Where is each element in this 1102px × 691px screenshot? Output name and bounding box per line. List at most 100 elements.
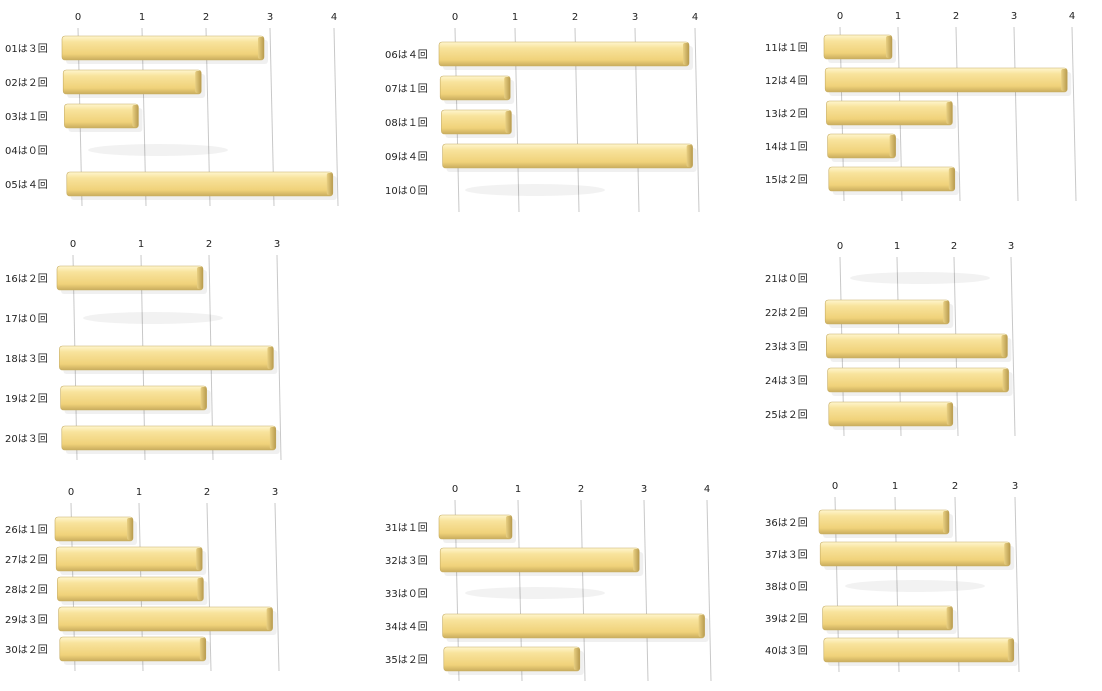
category-label: 15は２回 [765, 174, 808, 186]
bar [823, 34, 893, 60]
category-label: 01は３回 [5, 43, 48, 55]
category-label: 33は０回 [385, 588, 428, 600]
gridline [580, 499, 586, 682]
bar [54, 516, 134, 542]
x-tick-label: 3 [1012, 481, 1018, 492]
bar-end-cap [1002, 369, 1009, 391]
bar [59, 636, 207, 662]
gridline [1071, 26, 1077, 202]
bar-end-cap [946, 607, 953, 629]
bar [443, 646, 581, 672]
bar [828, 166, 956, 192]
bar-end-cap [506, 516, 512, 538]
bar [826, 100, 953, 126]
category-label: 14は１回 [765, 141, 808, 153]
gridline [274, 502, 280, 672]
gridline [1010, 256, 1016, 437]
bar-end-cap [633, 549, 640, 571]
x-tick-label: 0 [837, 11, 843, 22]
x-tick-label: 1 [139, 12, 145, 23]
empty-bar-shadow [88, 144, 228, 156]
category-label: 16は２回 [5, 273, 48, 285]
x-tick-label: 0 [68, 487, 74, 498]
bar-end-cap [195, 71, 202, 93]
category-label: 04は０回 [5, 145, 48, 157]
bar [55, 546, 203, 572]
category-label: 08は１回 [385, 117, 428, 129]
x-tick-label: 3 [632, 12, 638, 23]
x-tick-label: 3 [267, 12, 273, 23]
category-label: 40は３回 [765, 645, 808, 657]
category-label: 13は２回 [765, 108, 808, 120]
bar [61, 35, 265, 61]
bar-end-cap [266, 608, 273, 630]
x-tick-label: 3 [272, 487, 278, 498]
bar-end-cap [943, 301, 950, 323]
chart-panel-8: 0 1 2 3 36は２回 37は３回 38は０回 39は２回 40は３回 [765, 481, 1020, 673]
bar-end-cap [943, 511, 949, 533]
bar [442, 613, 705, 639]
bar-end-cap [197, 578, 204, 600]
x-tick-label: 1 [512, 12, 518, 23]
bar [824, 299, 950, 325]
bar-end-cap [946, 102, 953, 124]
x-tick-label: 0 [70, 239, 76, 250]
x-tick-label: 3 [641, 484, 647, 495]
category-label: 23は３回 [765, 341, 808, 353]
bar [438, 41, 690, 67]
x-tick-label: 1 [895, 11, 901, 22]
x-tick-label: 0 [452, 12, 458, 23]
x-tick-label: 2 [952, 481, 958, 492]
chart-panel-3: 0 1 2 3 4 11は１回 12は４回 13は２回 14は１回 15は２回 [765, 11, 1077, 202]
category-label: 09は４回 [385, 151, 428, 163]
x-tick-label: 4 [692, 12, 698, 23]
chart-panel-4: 0 1 2 3 16は２回 17は０回 18は３回 19は２回 20は３回 [5, 239, 282, 461]
bar-end-cap [127, 518, 133, 540]
category-label: 25は２回 [765, 409, 808, 421]
bar [62, 69, 202, 95]
bar-end-cap [946, 403, 953, 425]
category-label: 02は２回 [5, 77, 48, 89]
x-tick-label: 1 [894, 241, 900, 252]
category-label: 22は２回 [765, 307, 808, 319]
bar [60, 385, 207, 411]
category-label: 34は４回 [385, 621, 428, 633]
category-label: 24は３回 [765, 375, 808, 387]
bar [61, 425, 277, 451]
bar [818, 509, 950, 535]
gridline [276, 254, 282, 461]
bar-end-cap [199, 638, 206, 660]
bar [58, 606, 273, 632]
x-tick-label: 2 [204, 487, 210, 498]
bar [826, 333, 1008, 359]
chart-panel-1: 0 1 2 3 4 01は３回 02は２回 03は１回 04は０回 05は４回 [5, 12, 339, 207]
bar-end-cap [326, 173, 333, 195]
x-tick-label: 3 [1011, 11, 1017, 22]
x-tick-label: 0 [837, 241, 843, 252]
chart-panel-7: 0 1 2 3 4 31は１回 32は３回 33は０回 34は４回 35は２回 [385, 484, 712, 682]
bar-end-cap [200, 387, 207, 409]
bar-end-cap [505, 111, 512, 133]
category-label: 31は１回 [385, 522, 428, 534]
category-label: 28は２回 [5, 584, 48, 596]
bar [438, 514, 513, 540]
empty-bar-shadow [465, 587, 605, 599]
x-tick-label: 3 [1008, 241, 1014, 252]
bar [57, 576, 204, 602]
category-label: 11は１回 [765, 42, 808, 54]
x-tick-label: 1 [136, 487, 142, 498]
bar-end-cap [196, 548, 203, 570]
x-tick-label: 4 [704, 484, 710, 495]
empty-bar-shadow [845, 580, 985, 592]
bar-end-cap [686, 145, 693, 167]
category-label: 07は１回 [385, 83, 428, 95]
bar-end-cap [132, 105, 139, 127]
bar [56, 265, 204, 291]
bar-end-cap [267, 347, 274, 369]
category-label: 29は３回 [5, 614, 48, 626]
bar [822, 605, 953, 631]
bar-end-cap [573, 648, 580, 670]
bar [823, 637, 1015, 663]
bar-end-cap [683, 43, 689, 65]
